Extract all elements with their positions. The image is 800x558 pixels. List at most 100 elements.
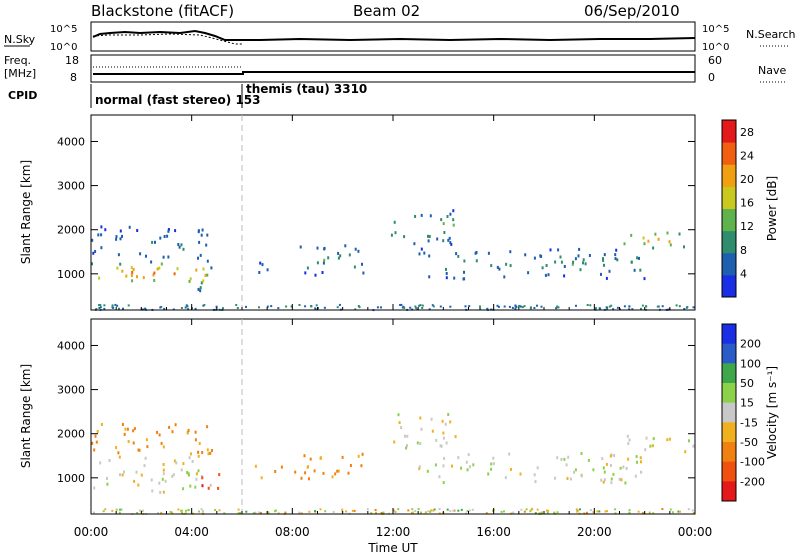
velocity-echo-cell	[563, 457, 566, 461]
power-echo-cell	[100, 233, 103, 237]
power-echo-cell	[354, 308, 357, 311]
velocity-echo-cell	[324, 510, 327, 513]
power-echo-cell	[187, 307, 190, 310]
velocity-echo-cell	[115, 508, 118, 511]
power-echo-cell	[401, 306, 404, 309]
velocity-echo-cell	[158, 433, 161, 437]
velocity-echo-cell	[603, 478, 606, 482]
velocity-echo-cell	[142, 509, 144, 512]
power-colorbar: 4 8 12 16 20 24 28 Power [dB]	[721, 119, 779, 298]
power-echo-cell	[180, 307, 183, 309]
power-echo-layer	[91, 209, 695, 312]
velocity-echo-cell	[490, 467, 493, 471]
nsearch-tick-bottom: 10^0	[702, 42, 729, 53]
power-echo-cell	[94, 250, 97, 253]
power-echo-cell	[91, 238, 94, 242]
velocity-echo-cell	[200, 508, 203, 511]
velocity-echo-cell	[118, 455, 121, 459]
power-echo-cell	[119, 237, 122, 241]
velocity-echo-cell	[596, 510, 599, 513]
power-echo-cell	[206, 259, 209, 263]
velocity-echo-cell	[209, 483, 212, 487]
velocity-echo-cell	[416, 441, 419, 445]
velocity-echo-cell	[161, 477, 164, 481]
velocity-colorbar-tick-label: 50	[740, 377, 754, 390]
velocity-echo-cell	[206, 425, 209, 429]
power-echo-cell	[322, 261, 325, 265]
velocity-echo-cell	[172, 473, 175, 477]
power-echo-cell	[114, 303, 117, 306]
velocity-echo-cell	[239, 511, 242, 514]
velocity-echo-cell	[146, 445, 149, 449]
power-echo-cell	[128, 225, 131, 229]
power-panel: 1000 2000 3000 4000 Slant Range [km] 4 8 12 16…	[19, 114, 779, 312]
power-echo-cell	[577, 254, 580, 258]
velocity-echo-cell	[418, 467, 421, 471]
velocity-echo-cell	[127, 440, 130, 443]
power-echo-cell	[547, 273, 550, 277]
velocity-echo-cell	[195, 472, 198, 476]
power-echo-cell	[594, 307, 597, 310]
power-echo-cell	[575, 304, 577, 307]
velocity-echo-cell	[533, 473, 536, 477]
power-echo-cell	[523, 305, 526, 308]
power-echo-cell	[442, 239, 445, 243]
velocity-echo-cell	[510, 467, 512, 471]
velocity-echo-cell	[202, 510, 204, 512]
velocity-echo-cell	[620, 478, 623, 482]
power-echo-cell	[432, 305, 435, 308]
velocity-echo-cell	[334, 472, 337, 476]
power-echo-cell	[527, 271, 530, 275]
power-echo-cell	[533, 307, 536, 309]
velocity-echo-cell	[465, 460, 468, 464]
velocity-echo-cell	[336, 469, 339, 473]
power-echo-cell	[100, 225, 103, 229]
velocity-echo-cell	[132, 429, 135, 433]
freq-label: Freq.	[4, 54, 31, 67]
power-range-axis: 1000 2000 3000 4000	[57, 135, 695, 281]
time-axis: 00:00 04:00 08:00 12:00 16:00 20:00 00:00	[74, 115, 712, 539]
velocity-echo-cell	[245, 510, 248, 513]
velocity-echo-cell	[640, 470, 643, 474]
power-echo-cell	[339, 254, 342, 258]
velocity-echo-cell	[393, 440, 396, 444]
power-echo-cell	[357, 249, 360, 253]
velocity-echo-cell	[400, 426, 403, 430]
velocity-echo-cell	[397, 508, 400, 511]
power-echo-cell	[428, 275, 431, 279]
power-echo-cell	[453, 276, 456, 280]
velocity-echo-cell	[625, 466, 628, 470]
velocity-echo-cell	[207, 486, 210, 490]
cpid-strip: CPID normal (fast stereo) 153 themis (ta…	[8, 82, 367, 108]
power-echo-cell	[686, 306, 689, 308]
power-echo-cell	[117, 253, 120, 257]
velocity-echo-cell	[471, 508, 474, 511]
power-echo-cell	[600, 272, 602, 276]
velocity-echo-cell	[207, 452, 210, 456]
velocity-echo-cell	[258, 511, 261, 514]
power-echo-cell	[103, 304, 106, 307]
power-echo-cell	[540, 305, 543, 308]
power-echo-cell	[479, 305, 481, 308]
velocity-echo-cell	[569, 477, 572, 481]
velocity-echo-cell	[628, 511, 631, 514]
velocity-echo-cell	[274, 470, 277, 473]
velocity-echo-cell	[579, 508, 581, 511]
velocity-echo-cell	[490, 462, 493, 466]
velocity-panel-frame	[90, 318, 696, 515]
power-echo-cell	[186, 305, 189, 308]
velocity-echo-cell	[304, 471, 307, 475]
power-echo-cell	[194, 307, 197, 310]
power-echo-cell	[336, 306, 339, 309]
power-echo-cell	[623, 242, 626, 246]
power-echo-cell	[615, 248, 618, 252]
velocity-echo-cell	[627, 457, 630, 461]
velocity-echo-cell	[438, 508, 441, 511]
velocity-colorbar-label: Velocity [m s⁻¹]	[765, 366, 779, 459]
velocity-echo-cell	[121, 473, 124, 477]
power-colorbar-tick-label: 8	[740, 244, 747, 257]
velocity-echo-cell	[360, 464, 363, 468]
power-echo-cell	[661, 305, 664, 308]
velocity-echo-cell	[454, 435, 457, 439]
power-echo-cell	[159, 306, 162, 309]
